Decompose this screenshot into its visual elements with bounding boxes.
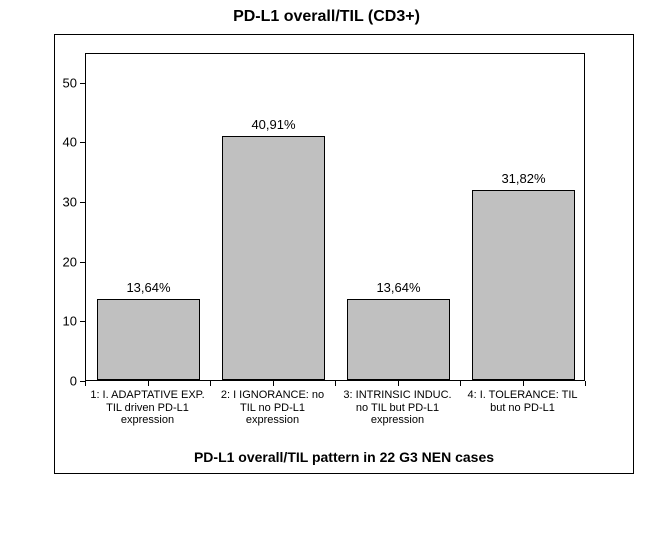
- y-tick: [80, 142, 85, 143]
- bar-value-label: 13,64%: [126, 280, 170, 295]
- bar: [472, 190, 575, 380]
- x-tick: [85, 381, 86, 386]
- x-tick: [335, 381, 336, 386]
- x-tick: [523, 381, 524, 386]
- y-tick-label: 30: [55, 195, 77, 210]
- y-tick: [80, 202, 85, 203]
- x-tick: [210, 381, 211, 386]
- chart-title: PD-L1 overall/TIL (CD3+): [0, 8, 653, 26]
- x-tick: [585, 381, 586, 386]
- y-tick-label: 50: [55, 75, 77, 90]
- bar-value-label: 13,64%: [376, 280, 420, 295]
- y-tick-label: 10: [55, 314, 77, 329]
- bar-value-label: 31,82%: [501, 171, 545, 186]
- bar: [222, 136, 325, 380]
- x-tick: [273, 381, 274, 386]
- x-category-label: 1: I. ADAPTATIVE EXP. TIL driven PD-L1 e…: [88, 389, 208, 427]
- x-tick: [460, 381, 461, 386]
- x-axis-title: PD-L1 overall/TIL pattern in 22 G3 NEN c…: [55, 449, 633, 465]
- y-tick: [80, 83, 85, 84]
- y-tick-label: 0: [55, 374, 77, 389]
- outer-border: 13,64% 40,91% 13,64% 31,82% PD-L1 overall/T…: [54, 34, 634, 474]
- x-category-label: 4: I. TOLERANCE: TIL but no PD-L1: [463, 389, 583, 414]
- bar-value-label: 40,91%: [251, 117, 295, 132]
- x-tick: [148, 381, 149, 386]
- y-tick: [80, 321, 85, 322]
- y-tick: [80, 262, 85, 263]
- y-tick-label: 20: [55, 254, 77, 269]
- x-category-label: 2: I IGNORANCE: no TIL no PD-L1 expressi…: [213, 389, 333, 427]
- x-tick: [398, 381, 399, 386]
- bar: [97, 299, 200, 380]
- bar: [347, 299, 450, 380]
- y-tick-label: 40: [55, 135, 77, 150]
- chart-container: PD-L1 overall/TIL (CD3+) 13,64%40,91%13,…: [0, 0, 653, 540]
- x-category-label: 3: INTRINSIC INDUC. no TIL but PD-L1 exp…: [338, 389, 458, 427]
- plot-area: 13,64% 40,91% 13,64% 31,82%: [85, 53, 585, 381]
